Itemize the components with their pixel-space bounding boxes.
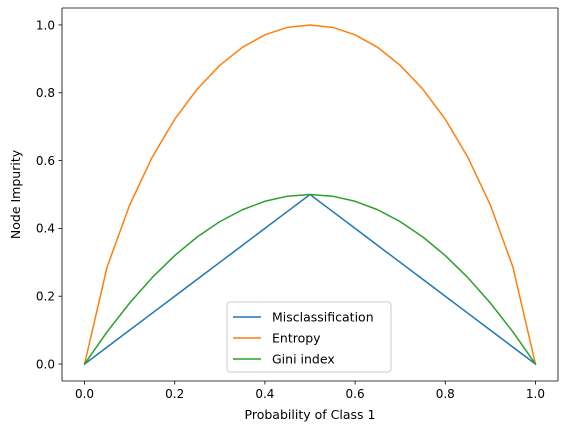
series-line-entropy <box>83 24 537 365</box>
legend-entries: Misclassification Entropy Gini index <box>233 310 374 367</box>
series-line-gini-index <box>83 193 537 366</box>
x-axis-ticks: 0.0 0.2 0.4 0.6 0.8 1.0 <box>75 381 545 401</box>
legend-label-entropy: Entropy <box>272 331 321 346</box>
x-tick-label: 1.0 <box>526 387 545 401</box>
y-tick-label: 0.2 <box>36 290 55 304</box>
legend-label-gini-index: Gini index <box>272 352 335 367</box>
y-tick-label: 0.6 <box>36 154 55 168</box>
x-tick-label: 0.8 <box>436 387 455 401</box>
legend: Misclassification Entropy Gini index <box>226 301 392 373</box>
series-layer <box>83 24 537 366</box>
y-tick-label: 0.4 <box>36 222 55 236</box>
x-tick-label: 0.2 <box>165 387 184 401</box>
legend-label-misclassification: Misclassification <box>272 310 374 325</box>
y-tick-label: 0.8 <box>36 86 55 100</box>
y-axis-ticks: 0.0 0.2 0.4 0.6 0.8 1.0 <box>36 18 62 371</box>
x-tick-label: 0.6 <box>346 387 365 401</box>
y-tick-label: 0.0 <box>36 357 55 371</box>
plot-frame <box>61 7 559 382</box>
y-tick-label: 1.0 <box>36 18 55 32</box>
x-tick-label: 0.4 <box>255 387 274 401</box>
x-tick-label: 0.0 <box>75 387 94 401</box>
y-axis-title: Node Impurity <box>8 149 23 239</box>
x-axis-title: Probability of Class 1 <box>245 407 376 422</box>
legend-box <box>226 301 392 373</box>
